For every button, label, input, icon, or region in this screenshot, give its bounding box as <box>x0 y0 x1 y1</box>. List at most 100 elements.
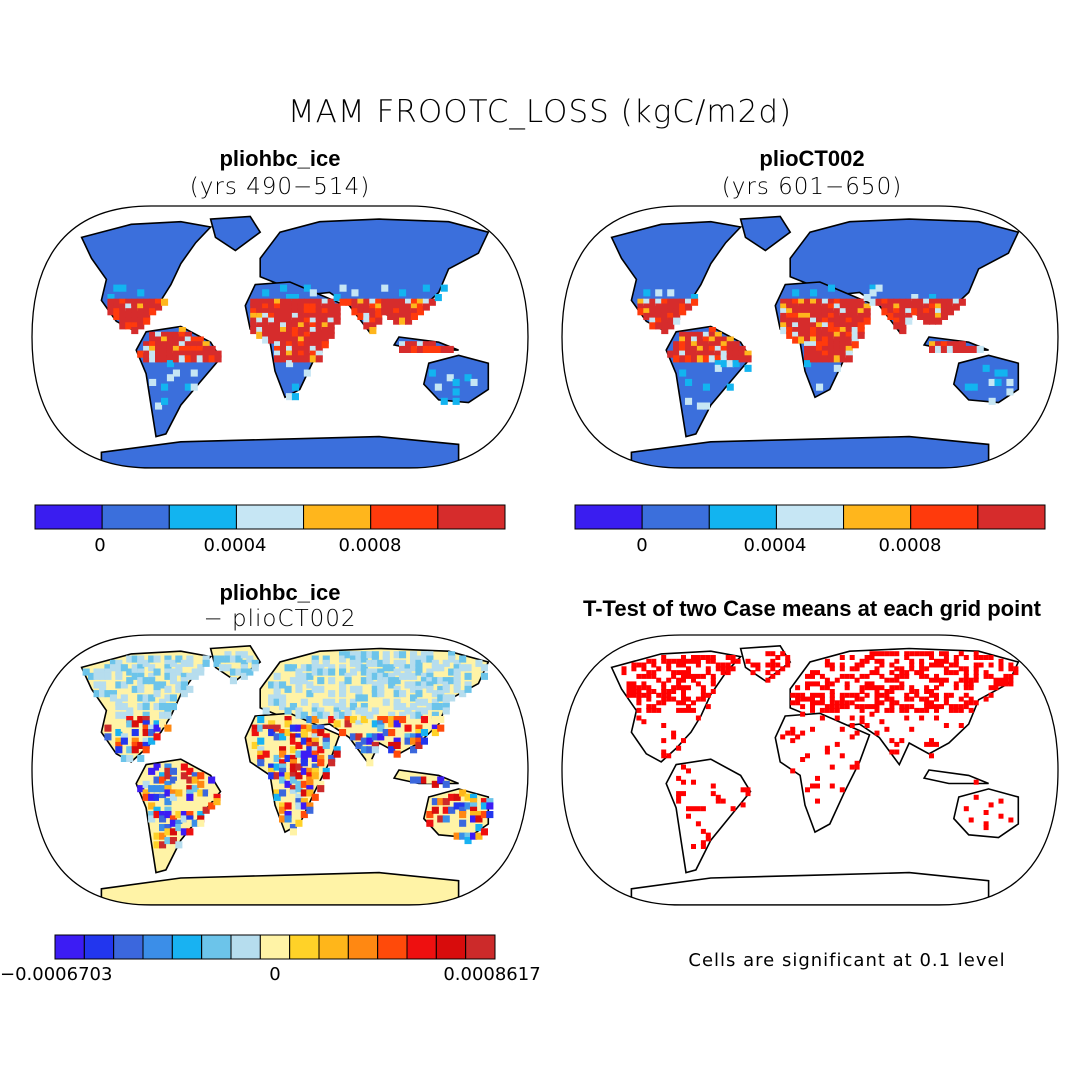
map-tl-cell <box>405 312 413 320</box>
map-br-sig-cell <box>829 692 835 698</box>
map-bl-cell <box>360 651 368 659</box>
map-bl-cell <box>99 690 107 698</box>
map-br-sig-cell <box>681 662 686 668</box>
map-bl-cell <box>415 690 423 698</box>
map-br-sig-cell <box>676 794 682 800</box>
map-tl-cell <box>286 336 294 344</box>
map-bl-cell <box>284 664 292 672</box>
map-bl-cell <box>382 651 390 659</box>
map-bl-cell <box>153 763 161 771</box>
map-bl-cell <box>153 703 161 711</box>
map-bl-cell <box>224 655 232 663</box>
map-bl-cell <box>180 672 188 680</box>
map-bl-cell <box>371 668 379 676</box>
map-bl-cell <box>191 672 199 680</box>
map-bl-cell <box>464 837 472 845</box>
map-bl-cell <box>448 655 456 663</box>
map-bl-cell <box>371 690 379 698</box>
map-br-sig-cell <box>874 658 880 664</box>
map-tl-cell <box>303 317 311 325</box>
map-tl-cell <box>315 312 323 320</box>
map-tl-cell <box>286 341 294 349</box>
map-bl-cell <box>180 806 188 814</box>
map-tl-cell <box>149 345 157 353</box>
map-br-antarctica <box>630 871 990 905</box>
map-br-sig-cell <box>924 704 930 710</box>
map-br-sig-cell <box>963 692 969 698</box>
map-bl-cell <box>355 741 363 749</box>
map-bl-cell <box>279 759 287 767</box>
map-tl-cell <box>268 317 276 325</box>
map-bl-cell <box>420 698 428 706</box>
map-br-sig-cell <box>646 692 652 698</box>
map-tl-cell <box>333 312 341 320</box>
map-tr-cell <box>845 317 853 325</box>
map-bl-cell <box>279 681 287 689</box>
map-br-sig-cell <box>943 658 949 664</box>
map-bl-cell <box>289 793 297 801</box>
map-tr-cell <box>804 308 812 316</box>
map-tr-cell <box>988 378 996 386</box>
map-bl-cell <box>410 664 418 672</box>
map-bl-cell <box>431 698 439 706</box>
map-bl-cell <box>273 793 281 801</box>
map-bl-cell <box>268 724 276 732</box>
map-tr-cell <box>816 350 824 358</box>
map-br-sig-cell <box>700 692 706 698</box>
map-bl-cell <box>311 767 319 775</box>
map-tr-cell <box>958 345 966 353</box>
map-tl-cell <box>286 294 294 302</box>
map-bl-cell <box>470 806 478 814</box>
map-bl-cell <box>131 720 139 728</box>
map-bl-cell <box>311 724 319 732</box>
map-bl-cell <box>377 690 385 698</box>
map-bl-cell <box>393 741 401 749</box>
map-tr-cell <box>780 312 788 320</box>
map-bl-cell <box>300 811 308 819</box>
map-tl-cell <box>291 308 299 316</box>
map-bl-cell <box>153 785 161 793</box>
map-bl-cell <box>295 668 303 676</box>
map-bl-cell <box>175 681 183 689</box>
map-tr-cell <box>887 308 895 316</box>
map-bl-cell <box>420 681 428 689</box>
map-bl-cell <box>344 672 352 680</box>
colorbar-tl-swatch <box>168 504 237 530</box>
map-tl-cell <box>399 298 407 306</box>
map-bl-cell <box>382 664 390 672</box>
map-bl-cell <box>415 776 423 784</box>
map-bl-cell <box>404 733 412 741</box>
map-br-sig-cell <box>765 670 771 676</box>
map-tl-cell <box>280 308 288 316</box>
map-tl-cell <box>375 298 383 306</box>
map-bl-cell <box>208 776 216 784</box>
map-br-sig-cell <box>810 707 815 713</box>
map-bl-cell <box>289 737 297 745</box>
map-bl-cell <box>159 811 167 819</box>
map-tl-cell <box>190 383 198 391</box>
map-bl-cell <box>311 703 319 711</box>
map-br-sig-cell <box>700 828 706 834</box>
map-tr-cell <box>726 355 734 363</box>
map-br-sig-cell <box>919 651 925 657</box>
map-br-sig-cell <box>819 685 825 691</box>
map-bl-cell <box>355 733 363 741</box>
map-br-sig-cell <box>889 670 895 676</box>
map-tr-cell <box>691 350 699 358</box>
map-tl-cell <box>369 312 377 320</box>
map-bl-cell <box>186 655 194 663</box>
map-tl-cell <box>405 308 413 316</box>
map-tl-cell <box>327 331 335 339</box>
map-bl-antarctica <box>100 871 460 905</box>
map-bl-cell <box>377 685 385 693</box>
map-tl-cell <box>393 298 401 306</box>
map-bl-cell <box>115 737 123 745</box>
map-bl-cell <box>295 707 303 715</box>
map-tr-cell <box>923 317 931 325</box>
map-bl-cell <box>306 789 314 797</box>
map-br-sig-cell <box>691 806 696 812</box>
map-bl-cell <box>289 677 297 685</box>
map-br-sig-cell <box>829 707 835 713</box>
map-bl-cell <box>388 729 396 737</box>
map-bl-cell <box>126 754 134 762</box>
